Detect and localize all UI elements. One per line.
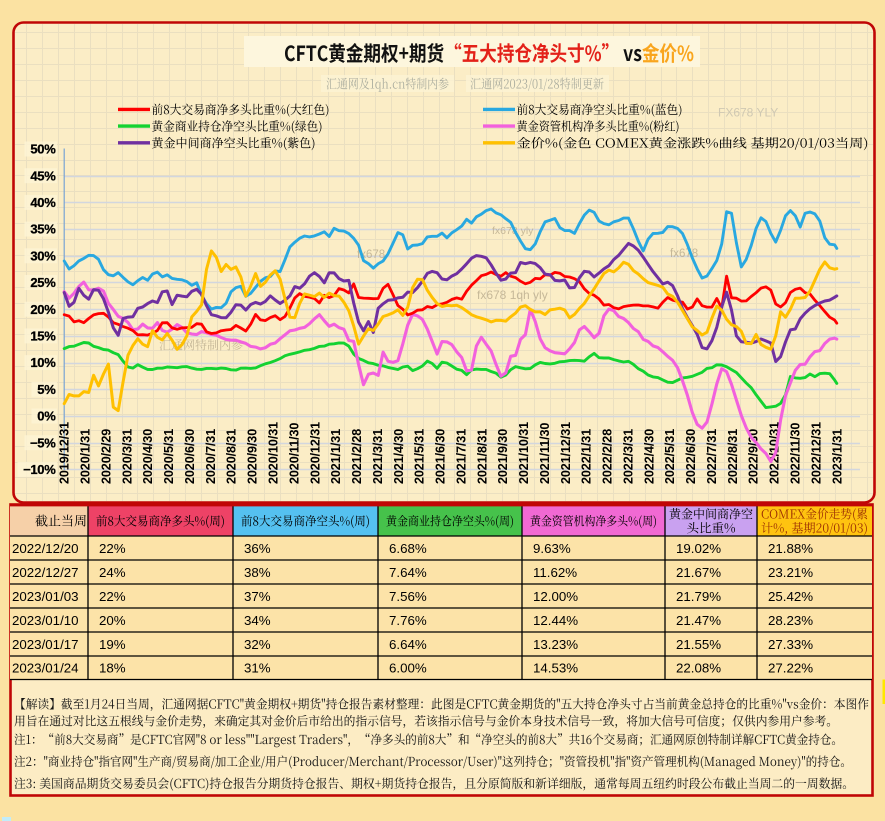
svg-text:2022/9/30: 2022/9/30 xyxy=(747,429,761,484)
svg-text:30%: 30% xyxy=(30,248,56,263)
svg-text:2023/01/10: 2023/01/10 xyxy=(12,613,79,628)
svg-text:2022/7/31: 2022/7/31 xyxy=(705,429,719,484)
svg-text:2022/5/31: 2022/5/31 xyxy=(663,429,677,484)
svg-text:2021/2/28: 2021/2/28 xyxy=(350,429,364,484)
svg-text:11.62%: 11.62% xyxy=(533,565,577,580)
svg-text:2022/2/28: 2022/2/28 xyxy=(601,429,615,484)
svg-text:2021/8/31: 2021/8/31 xyxy=(475,429,489,484)
svg-text:31%: 31% xyxy=(244,661,271,676)
svg-text:20%: 20% xyxy=(30,302,56,317)
svg-text:34%: 34% xyxy=(244,613,271,628)
svg-text:0%: 0% xyxy=(37,409,56,424)
svg-text:2022/11/30: 2022/11/30 xyxy=(789,423,803,484)
svg-text:2021/5/31: 2021/5/31 xyxy=(413,429,427,484)
svg-text:27.22%: 27.22% xyxy=(768,661,813,676)
svg-text:36%: 36% xyxy=(244,541,271,556)
svg-text:2023/01/24: 2023/01/24 xyxy=(12,661,79,676)
svg-text:2023/01/17: 2023/01/17 xyxy=(12,637,79,652)
svg-text:2021/10/31: 2021/10/31 xyxy=(517,422,531,484)
svg-text:FX678 YLY: FX678 YLY xyxy=(718,106,778,120)
svg-text:40%: 40% xyxy=(30,195,56,210)
svg-text:2021/9/30: 2021/9/30 xyxy=(496,429,510,484)
svg-text:2021/7/31: 2021/7/31 xyxy=(454,429,468,484)
svg-text:13.23%: 13.23% xyxy=(533,637,578,652)
svg-text:21.55%: 21.55% xyxy=(676,637,721,652)
svg-text:6.00%: 6.00% xyxy=(389,661,427,676)
svg-text:23.21%: 23.21% xyxy=(768,565,813,580)
svg-text:2021/6/30: 2021/6/30 xyxy=(434,429,448,484)
svg-text:2022/6/30: 2022/6/30 xyxy=(684,429,698,484)
svg-text:2019/12/31: 2019/12/31 xyxy=(58,422,72,484)
svg-text:22.08%: 22.08% xyxy=(676,661,721,676)
svg-text:10%: 10% xyxy=(30,355,56,370)
svg-text:2020/5/31: 2020/5/31 xyxy=(162,429,176,484)
svg-text:2022/8/31: 2022/8/31 xyxy=(726,429,740,484)
svg-text:2020/4/30: 2020/4/30 xyxy=(141,429,155,484)
svg-text:7.56%: 7.56% xyxy=(389,589,427,604)
svg-text:6.68%: 6.68% xyxy=(389,541,427,556)
svg-text:−5%: −5% xyxy=(30,435,56,450)
svg-text:2021/12/31: 2021/12/31 xyxy=(559,422,573,484)
svg-text:19%: 19% xyxy=(99,637,126,652)
svg-text:35%: 35% xyxy=(30,222,56,237)
svg-text:2023/01/03: 2023/01/03 xyxy=(12,589,79,604)
svg-text:−10%: −10% xyxy=(23,462,56,477)
svg-text:50%: 50% xyxy=(30,142,56,157)
svg-text:2020/1/31: 2020/1/31 xyxy=(79,429,93,484)
svg-text:21.88%: 21.88% xyxy=(768,541,813,556)
svg-text:7.64%: 7.64% xyxy=(389,565,427,580)
svg-text:21.79%: 21.79% xyxy=(676,589,721,604)
svg-text:14.53%: 14.53% xyxy=(533,661,578,676)
svg-text:20%: 20% xyxy=(99,613,126,628)
svg-text:fx678 yly: fx678 yly xyxy=(492,225,534,237)
svg-text:25%: 25% xyxy=(30,275,56,290)
svg-text:38%: 38% xyxy=(244,565,271,580)
svg-text:9.63%: 9.63% xyxy=(533,541,571,556)
svg-text:2022/12/31: 2022/12/31 xyxy=(809,422,823,484)
svg-text:6.64%: 6.64% xyxy=(389,637,427,652)
svg-text:fx678 1qh yly: fx678 1qh yly xyxy=(477,288,548,302)
svg-text:2020/7/31: 2020/7/31 xyxy=(204,429,218,484)
svg-text:18%: 18% xyxy=(99,661,126,676)
svg-text:2020/6/30: 2020/6/30 xyxy=(183,429,197,484)
svg-text:19.02%: 19.02% xyxy=(676,541,721,556)
svg-text:22%: 22% xyxy=(99,589,126,604)
svg-text:2022/1/31: 2022/1/31 xyxy=(580,429,594,484)
svg-text:22%: 22% xyxy=(99,541,126,556)
svg-text:7.76%: 7.76% xyxy=(389,613,427,628)
svg-text:2021/11/30: 2021/11/30 xyxy=(538,423,552,484)
svg-text:2022/3/31: 2022/3/31 xyxy=(622,429,636,484)
svg-text:21.67%: 21.67% xyxy=(676,565,721,580)
svg-text:2023/1/31: 2023/1/31 xyxy=(830,429,844,484)
svg-text:2020/11/30: 2020/11/30 xyxy=(287,423,301,484)
svg-text:32%: 32% xyxy=(244,637,271,652)
svg-text:25.42%: 25.42% xyxy=(768,589,813,604)
svg-text:12.00%: 12.00% xyxy=(533,589,578,604)
svg-text:2021/3/31: 2021/3/31 xyxy=(371,429,385,484)
svg-text:37%: 37% xyxy=(244,589,271,604)
svg-text:2022/12/27: 2022/12/27 xyxy=(12,565,79,580)
svg-text:5%: 5% xyxy=(37,382,56,397)
svg-text:2022/4/30: 2022/4/30 xyxy=(642,429,656,484)
svg-text:2021/4/30: 2021/4/30 xyxy=(392,429,406,484)
svg-text:2020/12/31: 2020/12/31 xyxy=(308,422,322,484)
svg-text:2020/10/31: 2020/10/31 xyxy=(267,422,281,484)
svg-text:28.23%: 28.23% xyxy=(768,613,813,628)
svg-text:15%: 15% xyxy=(30,329,56,344)
svg-text:2020/2/29: 2020/2/29 xyxy=(100,429,114,484)
svg-text:2021/1/31: 2021/1/31 xyxy=(329,429,343,484)
svg-text:45%: 45% xyxy=(30,168,56,183)
svg-text:21.47%: 21.47% xyxy=(676,613,721,628)
svg-text:27.33%: 27.33% xyxy=(768,637,813,652)
svg-text:2020/8/31: 2020/8/31 xyxy=(225,429,239,484)
svg-text:24%: 24% xyxy=(99,565,126,580)
svg-text:2022/12/20: 2022/12/20 xyxy=(12,541,79,556)
svg-text:2020/3/31: 2020/3/31 xyxy=(120,429,134,484)
svg-text:12.44%: 12.44% xyxy=(533,613,578,628)
svg-text:2020/9/30: 2020/9/30 xyxy=(246,429,260,484)
